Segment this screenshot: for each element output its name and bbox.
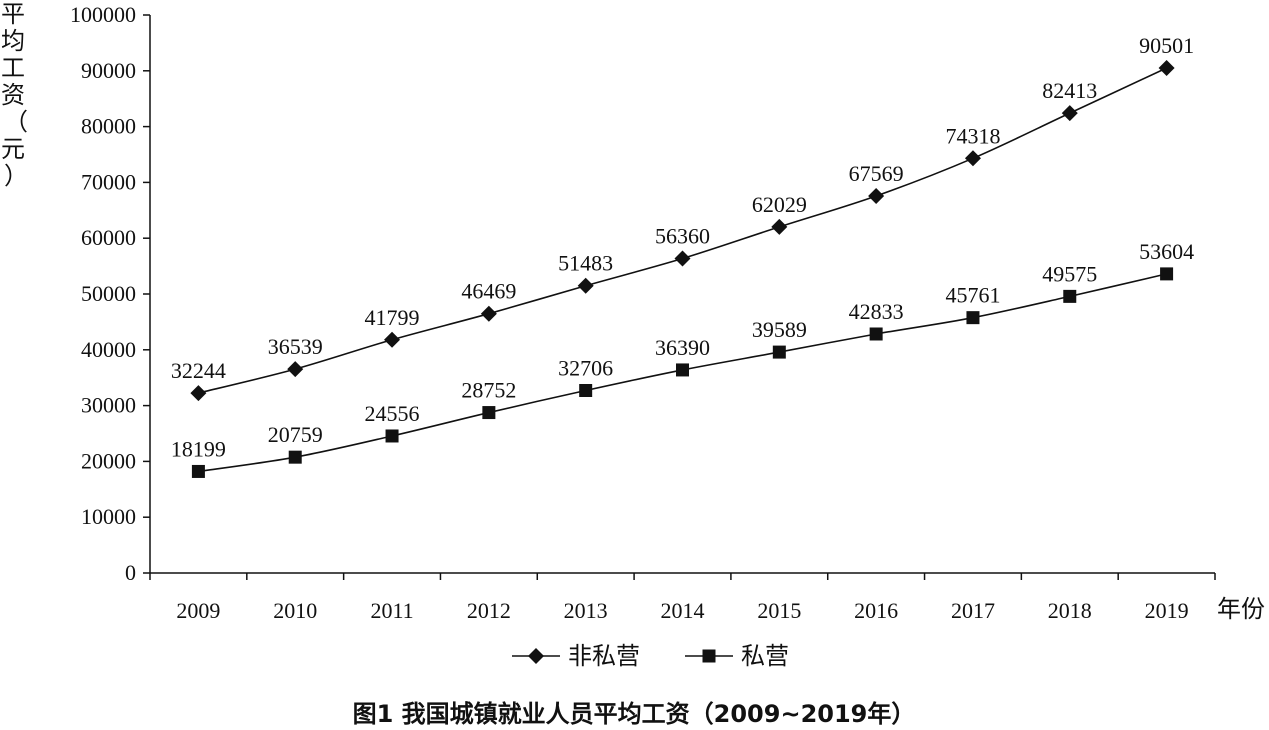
y-axis-label-char: ） — [4, 164, 28, 190]
x-tick-label: 2009 — [176, 598, 220, 623]
data-point — [482, 406, 496, 420]
legend-item: 非私营 — [512, 643, 640, 670]
data-label: 53604 — [1139, 239, 1194, 264]
y-tick-label: 50000 — [81, 281, 136, 306]
y-axis-label-text: 平均工资（元） — [1, 2, 28, 190]
data-label: 67569 — [849, 161, 904, 186]
data-point — [1158, 60, 1175, 77]
x-tick-label: 2015 — [757, 598, 801, 623]
y-tick-label: 60000 — [81, 225, 136, 250]
data-label: 32706 — [558, 356, 613, 381]
data-label: 56360 — [655, 224, 710, 249]
data-label: 41799 — [365, 305, 420, 330]
x-tick-label: 2013 — [564, 598, 608, 623]
data-point — [1063, 289, 1077, 303]
legend: 非私营 私营 — [512, 643, 789, 670]
data-point — [1160, 267, 1174, 281]
x-tick-label: 2018 — [1048, 598, 1092, 623]
data-label: 24556 — [365, 401, 420, 426]
data-point — [1061, 105, 1078, 122]
data-point — [288, 450, 302, 464]
x-tick-label: 2011 — [370, 598, 413, 623]
series-non-private: 32244 36539 41799 46469 51483 56360 62029 67569… — [171, 33, 1194, 402]
y-tick-label: 0 — [125, 560, 136, 585]
data-label: 36390 — [655, 335, 710, 360]
data-label: 62029 — [752, 192, 807, 217]
data-point — [964, 150, 981, 167]
legend-label: 私营 — [741, 643, 789, 670]
series-group: 32244 36539 41799 46469 51483 56360 62029 67569… — [171, 33, 1194, 478]
data-point — [966, 311, 980, 325]
x-tick-label: 2017 — [951, 598, 995, 623]
data-label: 82413 — [1042, 78, 1097, 103]
data-point — [287, 361, 304, 378]
data-point — [674, 250, 691, 267]
data-point — [869, 327, 883, 341]
y-axis-label-char: 工 — [1, 56, 25, 82]
data-label: 20759 — [268, 422, 323, 447]
y-axis-label-char: 资 — [1, 82, 25, 109]
x-tick-label: 2014 — [661, 598, 705, 623]
x-tick-label: 2012 — [467, 598, 511, 623]
data-label: 51483 — [558, 251, 613, 276]
data-point — [868, 187, 885, 204]
legend-item: 私营 — [685, 643, 789, 670]
data-label: 36539 — [268, 334, 323, 359]
data-label: 32244 — [171, 358, 226, 383]
data-label: 46469 — [461, 279, 516, 304]
legend-marker — [528, 648, 544, 664]
data-point — [577, 277, 594, 294]
x-tick-label: 2010 — [273, 598, 317, 623]
data-point — [384, 331, 401, 348]
data-label: 90501 — [1139, 33, 1194, 58]
data-label: 28752 — [461, 378, 516, 403]
y-axis-ticks: 0 10000 20000 30000 40000 50000 60000 70000 8000… — [70, 2, 150, 585]
data-label: 39589 — [752, 317, 807, 342]
y-axis-label-char: 元 — [1, 137, 25, 163]
legend-label: 非私营 — [568, 643, 640, 670]
y-tick-label: 20000 — [81, 448, 136, 473]
data-point — [676, 363, 689, 377]
chart-caption: 图1 我国城镇就业人员平均工资（2009~2019年） — [353, 700, 916, 728]
data-label: 45761 — [945, 283, 1000, 308]
y-tick-label: 70000 — [81, 169, 136, 194]
legend-marker — [702, 649, 716, 663]
x-axis-label: 年份 — [1217, 596, 1265, 623]
y-axis-label-char: 平 — [1, 2, 25, 28]
series-private: 18199 20759 24556 28752 32706 36390 39589 42833… — [171, 239, 1194, 478]
data-point — [191, 464, 205, 478]
x-tick-label: 2019 — [1145, 598, 1189, 623]
y-axis-label-char: （ — [4, 110, 28, 136]
y-axis-label-char: 均 — [1, 28, 25, 55]
data-point — [579, 384, 593, 398]
data-point — [771, 218, 788, 235]
x-axis-ticks: 2009 2010 2011 2012 2013 2014 2015 2016 2017 2018… — [149, 573, 1216, 623]
y-tick-label: 10000 — [81, 504, 136, 529]
y-tick-label: 100000 — [70, 2, 136, 27]
data-point — [480, 305, 497, 322]
data-label: 42833 — [849, 299, 904, 324]
data-label: 49575 — [1042, 261, 1097, 286]
y-axis-label: 平均工资（元） — [1, 2, 28, 190]
data-point — [190, 385, 207, 402]
y-tick-label: 30000 — [81, 393, 136, 418]
y-tick-label: 80000 — [81, 114, 136, 139]
data-label: 18199 — [171, 436, 226, 461]
data-point — [385, 429, 399, 443]
y-tick-label: 40000 — [81, 337, 136, 362]
data-point — [772, 345, 786, 359]
data-label: 74318 — [945, 123, 1000, 148]
y-tick-label: 90000 — [81, 58, 136, 83]
x-tick-label: 2016 — [854, 598, 898, 623]
